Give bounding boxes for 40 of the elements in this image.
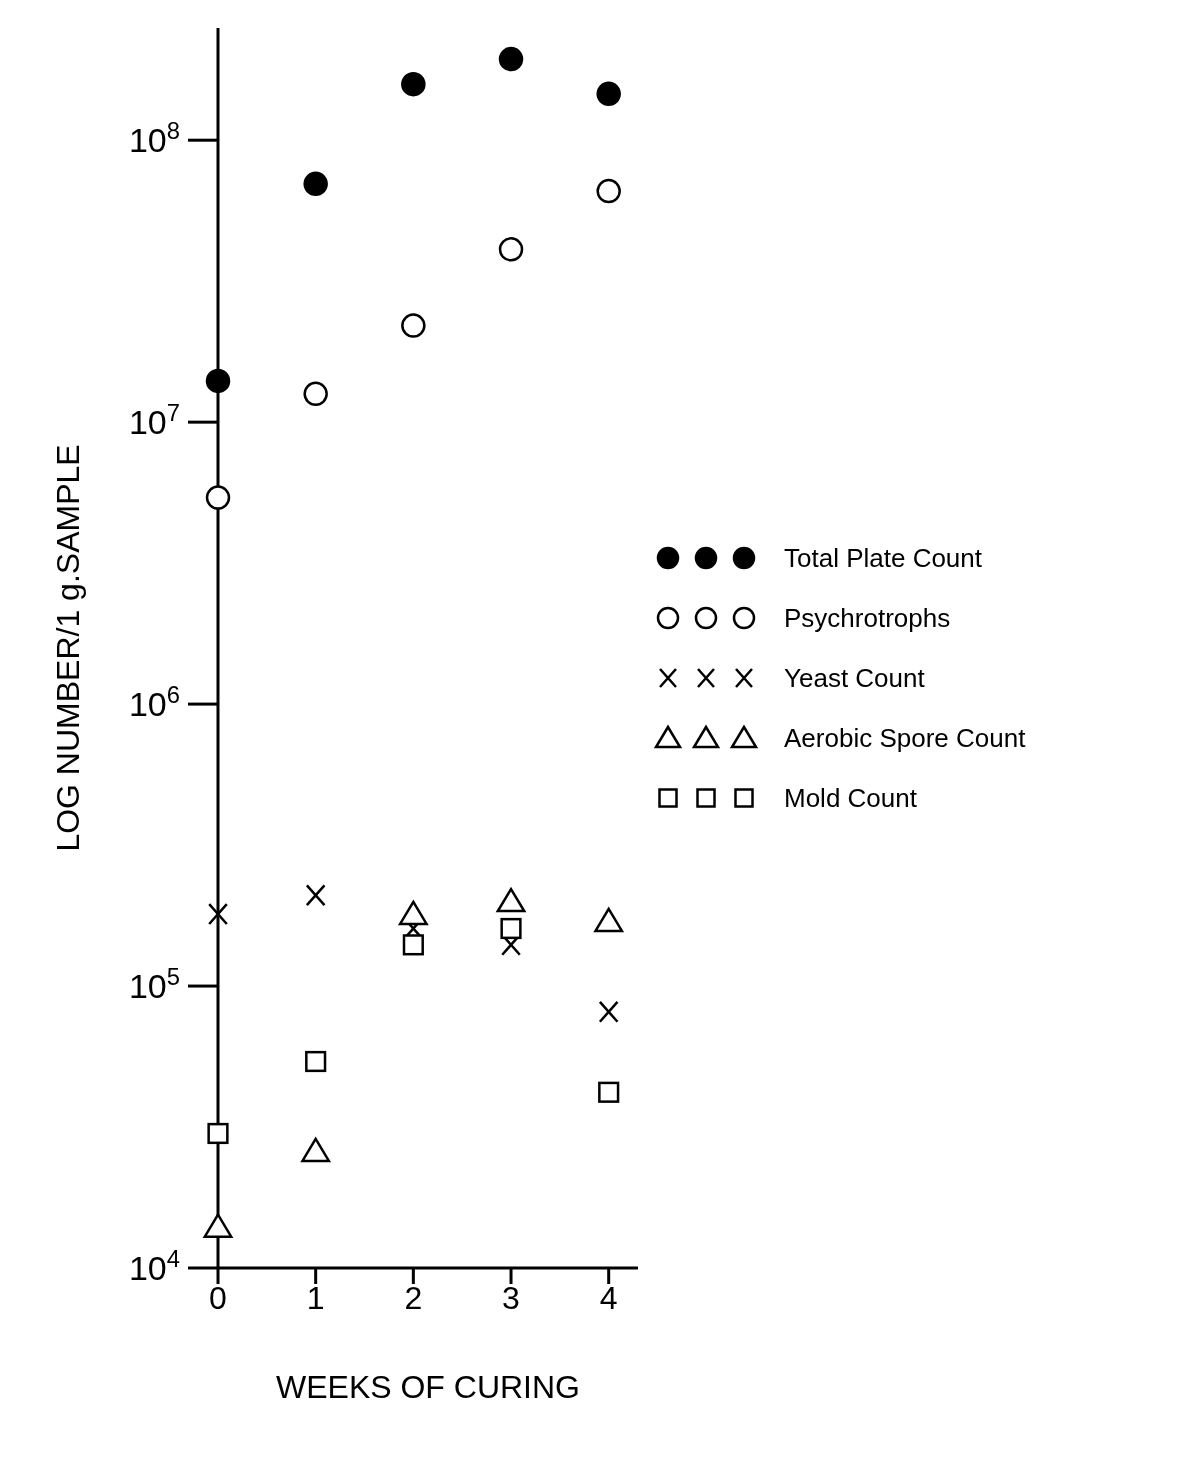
y-tick-label: 10$^{4}$ [128,1244,180,1287]
legend-label: Total Plate Count [784,542,983,574]
x-tick-label: 1 [306,1279,325,1316]
point [402,934,424,956]
y-axis-title: LOG NUMBER/1 g.SAMPLE [50,444,87,852]
point [498,237,524,262]
point [598,1000,619,1023]
point [207,902,229,926]
point [303,381,328,407]
y-tick-label: 10$^{6}$ [128,680,180,724]
legend-label: Yeast Count [784,662,925,694]
x-tick-label: 2 [404,1279,423,1316]
point [305,1050,327,1073]
point [303,171,328,197]
legend-label: Psychrotrophs [784,602,951,634]
point [305,884,326,907]
point [596,81,621,107]
point [594,907,624,933]
y-tick-label: 10$^{7}$ [128,398,180,442]
point [203,1213,233,1238]
point [398,900,428,926]
point [207,1122,229,1145]
point [598,1081,620,1103]
legend-label: Mold Count [784,782,917,814]
x-tick-label: 4 [599,1279,618,1316]
point [401,313,426,338]
y-tick-label: 10$^{5}$ [128,962,180,1006]
legend-label: Aerobic Spore Count [784,722,1026,754]
point [205,368,231,394]
x-axis-title: WEEKS OF CURING [275,1369,581,1405]
point [596,178,621,204]
point [498,46,524,72]
x-tick-label: 0 [209,1279,227,1316]
point [496,887,526,913]
point [205,485,231,510]
y-tick-label: 10$^{8}$ [128,116,180,160]
point [500,917,522,940]
point [301,1137,331,1163]
x-tick-label: 3 [502,1279,520,1316]
point [401,71,426,97]
